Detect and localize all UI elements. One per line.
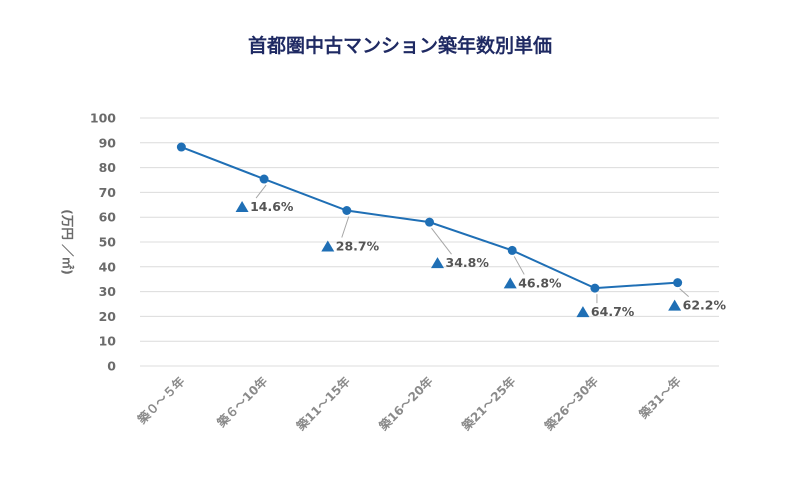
x-category-label: 築31～年 xyxy=(635,374,684,423)
y-tick-label: 70 xyxy=(99,185,117,200)
y-tick-label: 10 xyxy=(99,334,117,349)
triangle-marker-icon xyxy=(503,277,517,289)
y-tick-label: 20 xyxy=(99,309,117,324)
y-tick-label: 50 xyxy=(99,235,117,250)
y-tick-label: 0 xyxy=(107,359,116,374)
data-point xyxy=(176,142,186,152)
annotation-label: 64.7% xyxy=(591,304,635,319)
triangle-marker-icon xyxy=(576,306,590,318)
y-tick-label: 40 xyxy=(99,259,117,274)
annotation-label: 46.8% xyxy=(518,275,562,290)
triangle-marker-icon xyxy=(668,299,682,311)
x-category-label: 築６～10年 xyxy=(213,374,270,431)
triangle-marker-icon xyxy=(321,240,335,252)
x-category-label: 築０～５年 xyxy=(134,374,188,428)
data-point xyxy=(342,206,352,216)
y-tick-labels: 0 10 20 30 40 50 60 70 80 90 100 xyxy=(90,111,116,374)
annotation-leaders xyxy=(255,184,689,304)
y-tick-label: 30 xyxy=(99,284,117,299)
y-tick-label: 100 xyxy=(90,111,116,126)
data-point xyxy=(259,174,269,184)
annotation-leader xyxy=(255,184,267,199)
y-tick-label: 90 xyxy=(99,135,117,150)
triangle-marker-icon xyxy=(235,201,249,213)
x-category-label: 築11～15年 xyxy=(293,374,353,434)
annotation-label: 28.7% xyxy=(336,239,380,254)
annotation-label: 62.2% xyxy=(683,298,727,313)
annotation-leader xyxy=(513,256,525,275)
y-tick-label: 80 xyxy=(99,160,117,175)
x-category-label: 築16～20年 xyxy=(375,374,435,434)
annotation-leader xyxy=(431,227,452,255)
series-points xyxy=(176,142,683,293)
annotation-leader xyxy=(341,216,350,238)
x-category-label: 築26～30年 xyxy=(541,374,601,434)
annotation-label: 14.6% xyxy=(250,199,294,214)
data-point xyxy=(673,278,683,288)
x-category-labels: 築０～５年 築６～10年 築11～15年 築16～20年 築21～25年 築26～30年築… xyxy=(134,374,684,434)
annotation-leader xyxy=(679,288,689,298)
triangle-marker-icon xyxy=(431,257,444,269)
data-point xyxy=(590,283,600,293)
x-category-label: 築21～25年 xyxy=(458,374,518,434)
annotation-label: 34.8% xyxy=(446,255,490,270)
y-axis-title: (万円 ／㎡) xyxy=(60,209,75,275)
y-tick-label: 60 xyxy=(99,210,117,225)
data-point xyxy=(507,245,517,255)
annotations: 14.6% 28.7% 34.8% 46.8% 64.7% 62.2% xyxy=(235,199,727,319)
chart-title: 首都圏中古マンション築年数別単価 xyxy=(248,34,552,57)
data-point xyxy=(425,217,434,227)
gridlines xyxy=(140,117,719,367)
